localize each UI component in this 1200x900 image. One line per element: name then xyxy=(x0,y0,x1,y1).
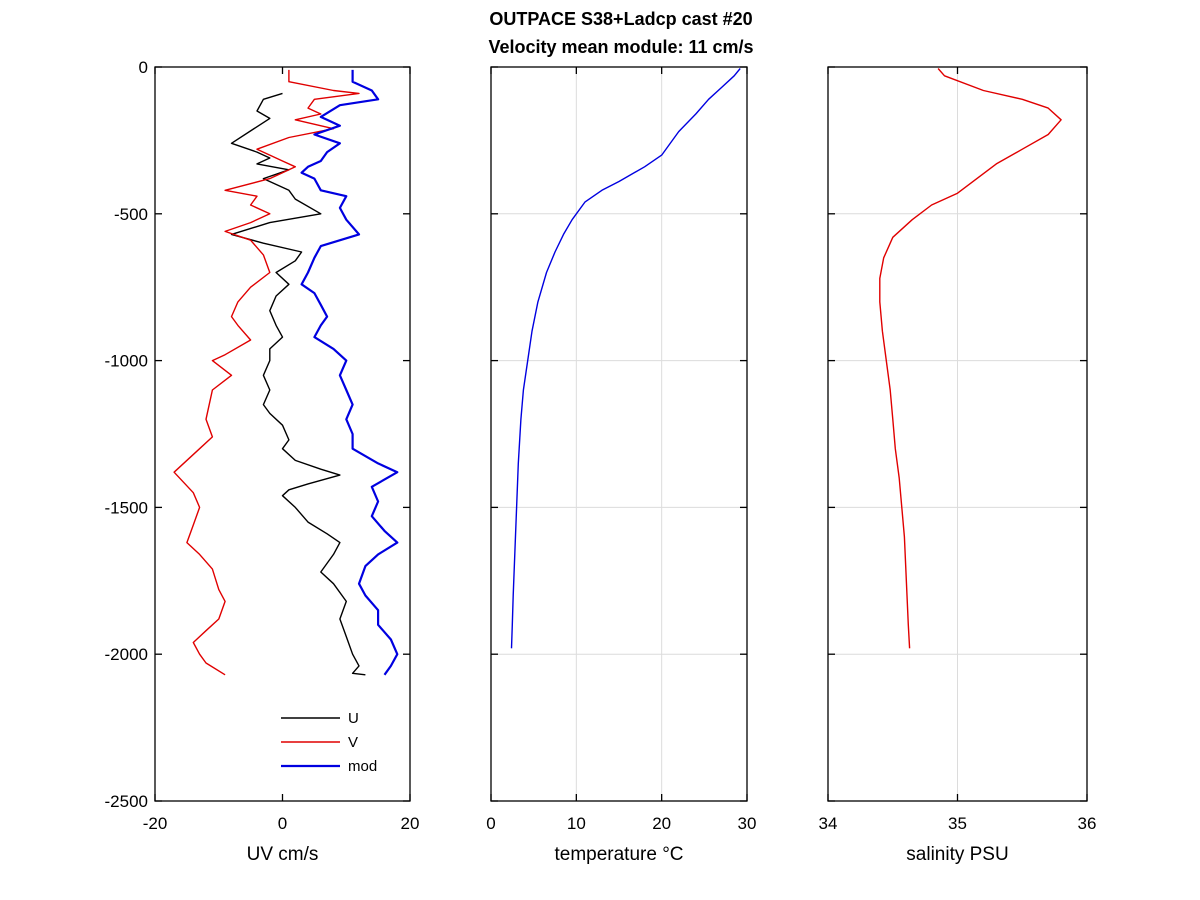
y-tick-label: -2500 xyxy=(105,792,148,811)
x-axis-label: salinity PSU xyxy=(906,844,1008,865)
profile-line-2 xyxy=(879,68,1062,649)
x-tick-label: 30 xyxy=(738,814,757,833)
x-tick-label: 20 xyxy=(401,814,420,833)
legend-label-u: U xyxy=(348,710,359,727)
x-tick-label: 0 xyxy=(486,814,495,833)
legend-label-mod: mod xyxy=(348,758,377,775)
chart-title-line1: OUTPACE S38+Ladcp cast #20 xyxy=(489,9,752,29)
axes-frame xyxy=(490,66,748,802)
y-tick-label: 0 xyxy=(139,58,148,77)
plot-area xyxy=(155,67,410,801)
y-tick-label: -1500 xyxy=(105,498,148,517)
x-tick-label: 20 xyxy=(652,814,671,833)
x-tick-label: 36 xyxy=(1078,814,1097,833)
chart-title-line2: Velocity mean module: 11 cm/s xyxy=(488,37,753,57)
salinity-panel: 34 35 36 salinity PSU xyxy=(819,66,1097,865)
y-tick-label: -2000 xyxy=(105,645,148,664)
plot-area xyxy=(491,67,747,801)
uv-velocity-panel: 0 -500 -1000 -1500 -2000 -2500 -20 0 20 UV cm/s UV… xyxy=(105,58,420,865)
y-tick-label: -1000 xyxy=(105,352,148,371)
series-mod-line xyxy=(300,69,399,676)
x-tick-label: 35 xyxy=(948,814,967,833)
profile-line-1 xyxy=(510,68,741,649)
x-tick-label: 34 xyxy=(819,814,838,833)
series-u-line xyxy=(230,92,366,676)
x-axis-label: UV cm/s xyxy=(247,844,319,865)
y-tick-label: -500 xyxy=(114,205,148,224)
legend-label-v: V xyxy=(348,734,358,751)
x-axis-label: temperature °C xyxy=(554,844,683,865)
temperature-panel: 0 10 20 30 temperature °C xyxy=(486,66,757,865)
x-tick-label: -20 xyxy=(143,814,168,833)
x-tick-label: 10 xyxy=(567,814,586,833)
x-tick-label: 0 xyxy=(278,814,287,833)
series-v-line xyxy=(173,69,360,676)
